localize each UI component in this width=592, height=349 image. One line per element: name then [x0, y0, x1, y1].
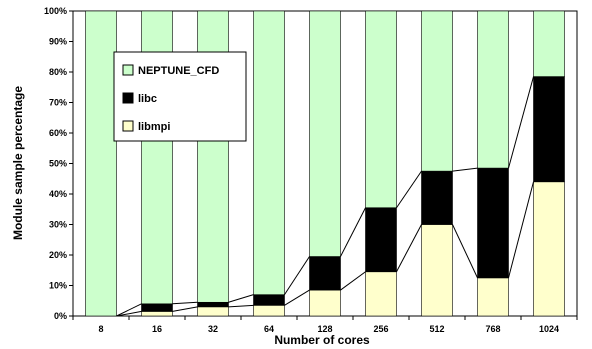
series-line-libc	[396, 170, 422, 209]
series-line-libmpi	[284, 289, 310, 306]
series-line-libc	[116, 303, 142, 317]
legend-label-libmpi: libmpi	[138, 121, 170, 133]
x-tick-label-16: 16	[152, 324, 162, 334]
y-tick-label: 80%	[49, 67, 67, 77]
legend-box	[113, 51, 247, 142]
y-tick-label: 50%	[49, 159, 67, 169]
y-tick-label: 30%	[49, 220, 67, 230]
bar-segment-neptune-cfd-256	[365, 10, 397, 209]
bar-segment-neptune-cfd-512	[421, 10, 453, 172]
bar-segment-libmpi-32	[197, 306, 229, 317]
x-axis-ticks: 8 16 32 64 128 256 512 768 1024	[72, 316, 578, 334]
bar-segment-libc-768	[477, 167, 509, 279]
legend: NEPTUNE_CFD libc libmpi	[113, 51, 247, 142]
bar-segment-libmpi-256	[365, 271, 397, 317]
bar-segment-neptune-cfd-128	[309, 10, 341, 257]
x-tick-label-768: 768	[485, 324, 500, 334]
bar-segment-neptune-cfd-8	[85, 10, 117, 317]
x-axis-label: Number of cores	[274, 333, 370, 347]
series-line-libmpi	[452, 224, 478, 279]
series-line-libc	[508, 76, 534, 169]
y-tick-label: 10%	[49, 281, 67, 291]
legend-swatch-libc	[122, 92, 134, 104]
bar-segment-libmpi-512	[421, 224, 453, 317]
series-line-libmpi	[508, 181, 534, 279]
bar-segment-neptune-cfd-768	[477, 10, 509, 169]
bar-segment-libmpi-1024	[533, 181, 565, 317]
x-tick-label-32: 32	[208, 324, 218, 334]
series-line-libc	[228, 294, 254, 303]
bar-segment-libc-64	[253, 294, 285, 306]
bar-segment-libmpi-16	[141, 311, 173, 317]
x-tick-label-512: 512	[429, 324, 444, 334]
y-tick-label: 90%	[49, 37, 67, 47]
legend-swatch-neptune-cfd	[122, 64, 134, 76]
bar-segment-libmpi-64	[253, 305, 285, 317]
y-tick-label: 100%	[44, 6, 67, 16]
bar-segment-libc-16	[141, 303, 173, 312]
legend-swatch-libmpi	[122, 120, 134, 132]
bar-segment-libc-512	[421, 170, 453, 225]
x-tick-label-64: 64	[264, 324, 274, 334]
y-axis-ticks: 0% 10% 20% 30% 40% 50% 60% 70% 80% 90% 100%	[44, 6, 73, 321]
series-line-libc	[452, 167, 478, 172]
bar-segment-libc-1024	[533, 76, 565, 183]
bar-segment-libc-32	[197, 301, 229, 308]
series-line-libc	[284, 256, 310, 295]
series-line-libmpi	[396, 224, 422, 273]
series-line-libmpi	[340, 271, 366, 291]
x-tick-label-128: 128	[317, 324, 332, 334]
series-line-libc	[172, 301, 198, 305]
y-tick-label: 60%	[49, 128, 67, 138]
bar-segment-libc-128	[309, 256, 341, 291]
bar-segment-neptune-cfd-1024	[533, 10, 565, 77]
x-tick-label-1024: 1024	[539, 324, 559, 334]
x-tick-label-8: 8	[98, 324, 103, 334]
bar-segment-libmpi-128	[309, 289, 341, 317]
series-line-libc	[340, 207, 366, 257]
series-line-libmpi	[228, 304, 254, 308]
legend-label-neptune-cfd: NEPTUNE_CFD	[138, 65, 219, 77]
y-tick-label: 70%	[49, 98, 67, 108]
bar-segment-libmpi-768	[477, 277, 509, 317]
bar-segment-libc-256	[365, 207, 397, 273]
series-line-libmpi	[172, 306, 198, 312]
y-tick-label: 20%	[49, 250, 67, 260]
y-axis-label: Module sample percentage	[11, 86, 25, 240]
y-tick-label: 40%	[49, 189, 67, 199]
y-tick-label: 0%	[54, 311, 67, 321]
legend-label-libc: libc	[138, 93, 157, 105]
series-line-libmpi	[116, 310, 142, 317]
bar-segment-neptune-cfd-64	[253, 10, 285, 295]
x-tick-label-256: 256	[373, 324, 388, 334]
